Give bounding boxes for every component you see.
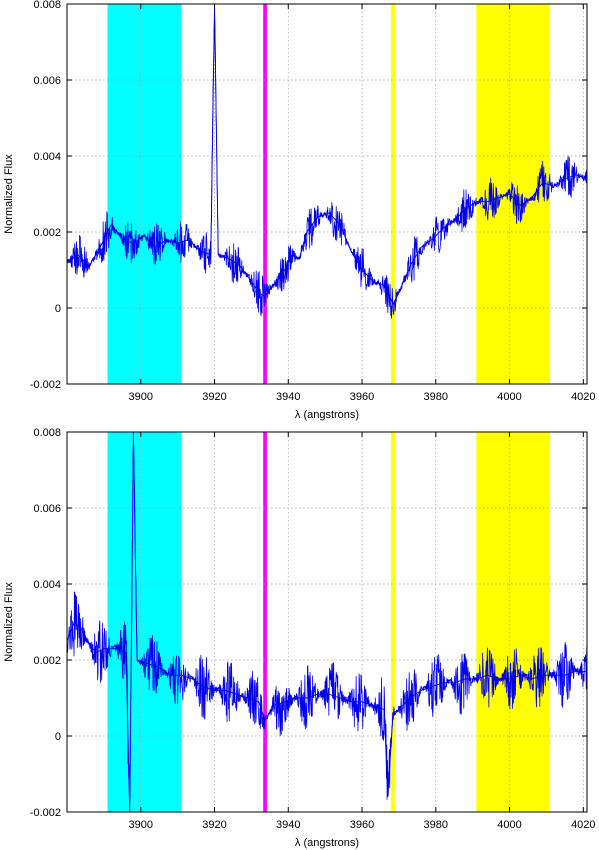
x-tick-label: 4000 [497,819,521,831]
x-axis-label: λ (angstrons) [295,409,359,421]
y-tick-label: 0.008 [33,0,61,11]
plot-frame [66,3,588,385]
highlight-band-3 [476,432,551,812]
spectrum-line [67,15,587,319]
spectrum-envelope-line [67,432,587,812]
top-spectrum-panel: 3900 3920 3940 3960 3980 4000 4020 -0.002 0 0.002… [3,0,596,421]
plot-frame [66,431,588,813]
x-tick-label: 3980 [424,391,448,403]
y-tick-label: -0.002 [30,807,61,819]
y-tick-label: 0.002 [33,655,61,667]
x-tick-label: 3960 [350,819,374,831]
y-tick-label: 0 [55,731,61,743]
highlight-band-0 [107,432,182,812]
highlight-band-1 [263,4,267,384]
y-axis-label: Normalized Flux [3,582,15,662]
highlight-band-1 [263,432,267,812]
highlight-band-2 [391,432,395,812]
x-tick-label: 3980 [424,819,448,831]
y-tick-label: 0.004 [33,579,61,591]
y-axis-label: Normalized Flux [3,154,15,234]
x-tick-label: 3960 [350,391,374,403]
y-tick-label: 0.006 [33,75,61,87]
bottom-spectrum-panel: 3900 3920 3940 3960 3980 4000 4020 -0.002 0 0.002… [3,427,596,849]
x-tick-label: 3920 [202,391,226,403]
highlight-band-0 [107,4,182,384]
y-tick-label: 0.004 [33,151,61,163]
spectrum-line [67,444,587,800]
x-tick-label: 4020 [571,819,595,831]
x-tick-label: 3900 [129,391,153,403]
x-tick-label: 3920 [202,819,226,831]
spectrum-envelope-line [67,4,587,306]
highlight-band-2 [391,4,395,384]
x-tick-label: 3940 [276,391,300,403]
y-tick-label: -0.002 [30,379,61,391]
x-tick-label: 4020 [571,391,595,403]
x-axis-label: λ (angstrons) [295,837,359,849]
x-tick-label: 4000 [497,391,521,403]
y-tick-label: 0.008 [33,427,61,439]
y-tick-label: 0.002 [33,227,61,239]
y-tick-label: 0.006 [33,503,61,515]
x-tick-label: 3940 [276,819,300,831]
y-tick-label: 0 [55,303,61,315]
x-tick-label: 3900 [129,819,153,831]
